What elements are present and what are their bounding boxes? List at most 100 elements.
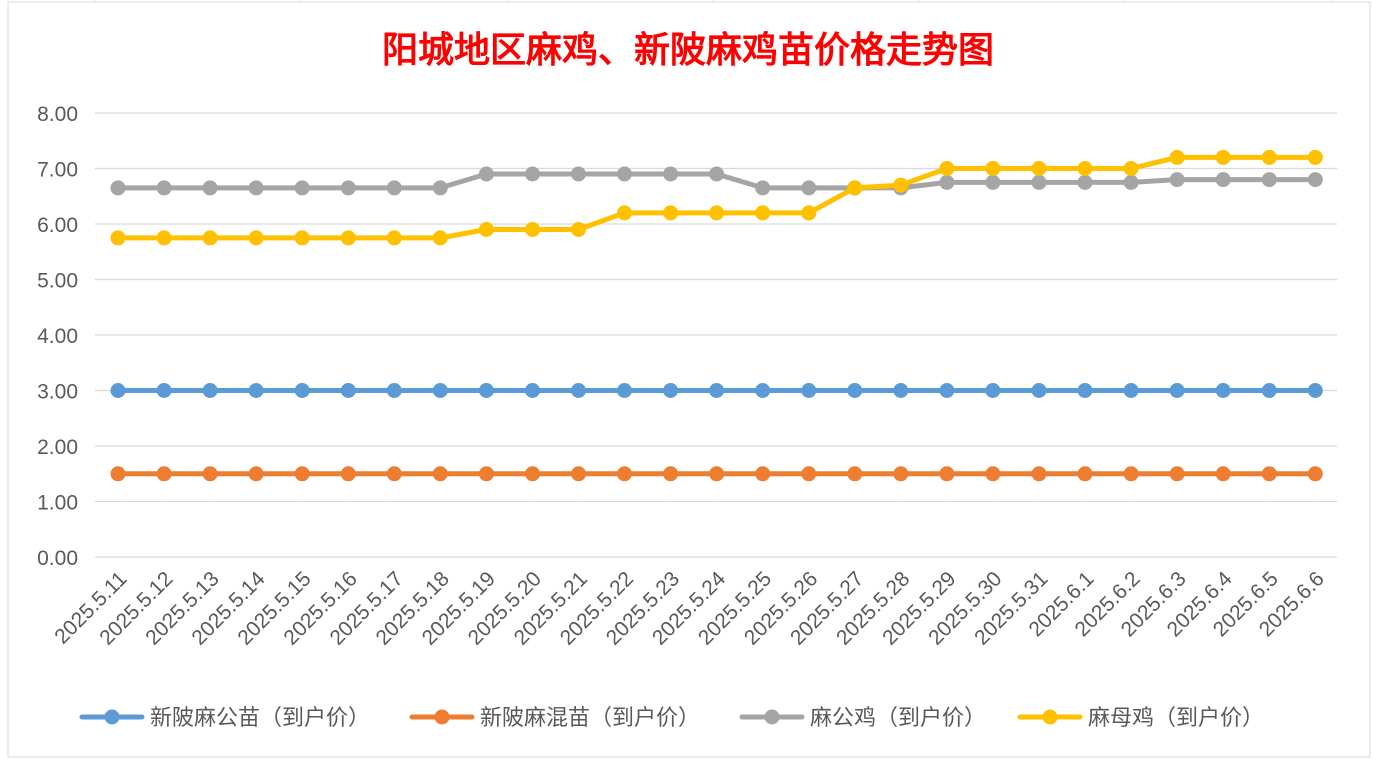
data-point (939, 383, 955, 398)
data-point (617, 205, 632, 221)
data-point (110, 230, 126, 246)
data-point (1077, 161, 1093, 176)
data-point (1123, 383, 1139, 398)
data-point (1215, 383, 1231, 398)
legend-item-2: 新陂麻混苗（到户价） (409, 706, 700, 731)
data-point (478, 222, 494, 237)
data-point (156, 466, 172, 482)
data-point (1261, 383, 1277, 398)
data-point (847, 383, 863, 398)
data-point (432, 383, 448, 398)
data-point (801, 180, 817, 196)
data-point (939, 161, 955, 176)
data-point (1215, 172, 1231, 188)
data-point (755, 180, 771, 196)
data-point (248, 466, 264, 482)
y-tick-label: 3.00 (37, 381, 78, 404)
data-point (1031, 161, 1047, 176)
data-point (156, 383, 172, 398)
data-point (1261, 466, 1277, 482)
data-point (663, 466, 679, 482)
y-tick-label: 7.00 (37, 159, 78, 182)
data-point (478, 166, 494, 182)
data-point (1077, 174, 1093, 190)
data-point (663, 205, 679, 221)
data-point (1077, 466, 1093, 482)
data-point (939, 174, 955, 190)
data-point (1169, 149, 1185, 165)
data-point (248, 180, 264, 196)
legend-label: 新陂麻混苗（到户价） (480, 706, 700, 731)
data-point (525, 383, 540, 398)
data-point (248, 230, 264, 246)
data-point (525, 466, 540, 482)
legend-item-1: 新陂麻公苗（到户价） (79, 706, 370, 731)
data-point (1307, 383, 1323, 398)
data-point (1123, 174, 1139, 190)
data-point (294, 230, 310, 246)
legend-label: 麻母鸡（到户价） (1088, 706, 1264, 731)
legend-swatch-marker (1042, 709, 1058, 725)
data-point (110, 383, 126, 398)
legend-swatch-marker (764, 709, 780, 725)
legend-swatch-marker (104, 709, 120, 725)
data-point (663, 166, 679, 182)
data-point (1215, 149, 1231, 165)
data-point (110, 466, 126, 482)
data-point (985, 466, 1001, 482)
data-point (478, 383, 494, 398)
data-point (432, 180, 448, 196)
y-tick-label: 1.00 (37, 492, 78, 515)
data-point (386, 383, 402, 398)
data-point (156, 180, 172, 196)
legend-item-3: 麻公鸡（到户价） (739, 706, 986, 731)
data-point (847, 466, 863, 482)
legend-swatch-marker (434, 709, 450, 725)
series-1 (110, 383, 1323, 398)
data-point (386, 180, 402, 196)
data-point (985, 383, 1001, 398)
data-point (893, 383, 909, 398)
data-point (801, 466, 817, 482)
y-tick-label: 0.00 (37, 547, 78, 570)
data-point (340, 180, 356, 196)
data-point (202, 230, 218, 246)
data-point (709, 166, 725, 182)
data-point (893, 466, 909, 482)
data-point (709, 205, 725, 221)
y-tick-label: 4.00 (37, 325, 78, 348)
y-tick-label: 8.00 (37, 103, 78, 126)
data-point (202, 180, 218, 196)
data-point (1123, 466, 1139, 482)
data-point (709, 383, 725, 398)
data-point (156, 230, 172, 246)
legend: 新陂麻公苗（到户价） 新陂麻混苗（到户价） 麻公鸡（到户价） 麻母鸡（到户价） (79, 706, 1264, 731)
y-tick-label: 6.00 (37, 214, 78, 237)
legend-item-4: 麻母鸡（到户价） (1017, 706, 1264, 731)
data-point (663, 383, 679, 398)
legend-label: 新陂麻公苗（到户价） (150, 706, 370, 731)
y-tick-label: 5.00 (37, 270, 78, 293)
data-point (893, 177, 909, 193)
data-point (617, 383, 632, 398)
data-point (478, 466, 494, 482)
data-point (525, 222, 540, 237)
data-point (294, 383, 310, 398)
data-point (202, 466, 218, 482)
data-point (386, 230, 402, 246)
data-point (571, 166, 586, 182)
series-4 (110, 149, 1323, 246)
data-point (617, 166, 632, 182)
series-3 (110, 166, 1323, 196)
data-point (1307, 172, 1323, 188)
data-point (985, 174, 1001, 190)
data-point (755, 205, 771, 221)
data-point (801, 383, 817, 398)
data-point (340, 383, 356, 398)
data-point (1031, 466, 1047, 482)
data-point (386, 466, 402, 482)
data-point (571, 383, 586, 398)
chart-title: 阳城地区麻鸡、新陂麻鸡苗价格走势图 (382, 29, 994, 71)
